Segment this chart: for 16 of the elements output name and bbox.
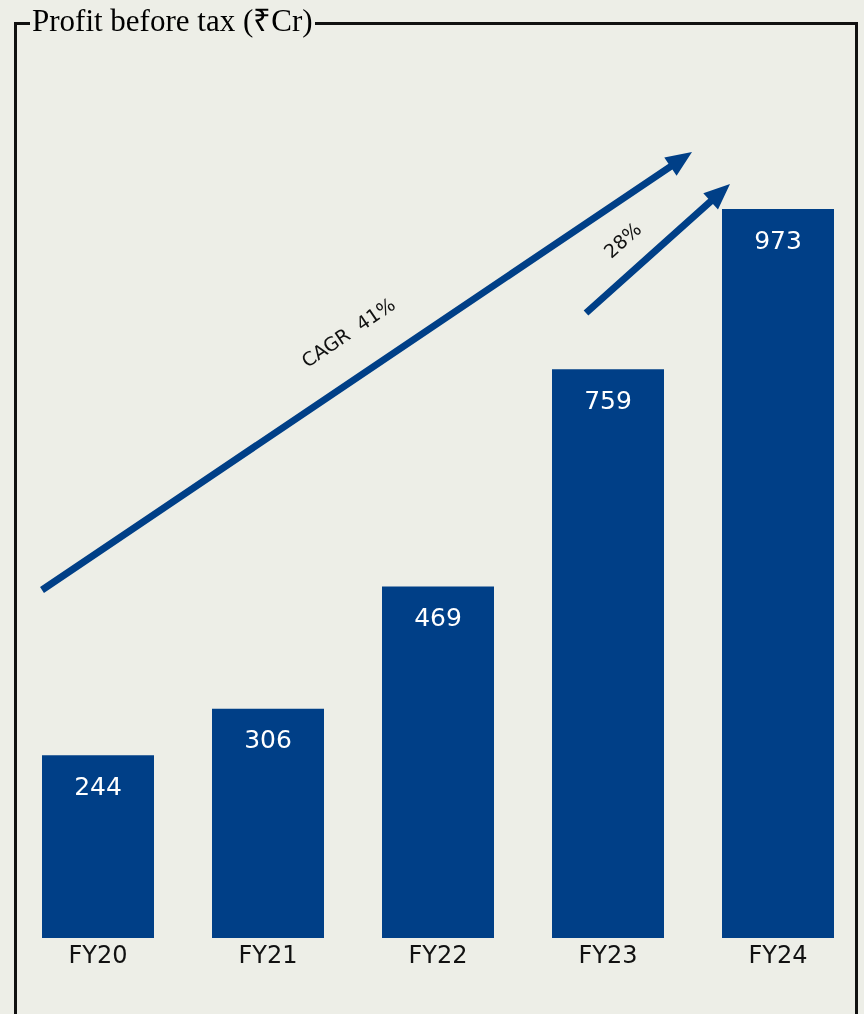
x-tick-label: FY20	[68, 941, 128, 970]
x-tick-label: FY21	[238, 941, 298, 970]
data-label: 973	[754, 225, 802, 255]
data-label: 759	[584, 386, 632, 416]
x-tick-label: FY24	[748, 941, 808, 970]
bar	[722, 209, 834, 938]
data-label: 469	[414, 603, 462, 633]
bar	[382, 586, 494, 938]
data-label: 244	[74, 771, 122, 801]
bar	[552, 369, 664, 938]
x-tick-label: FY22	[408, 941, 468, 970]
data-label: 306	[244, 725, 292, 755]
bar	[212, 708, 324, 938]
chart-title: Profit before tax (₹Cr)	[30, 2, 315, 40]
bar	[42, 755, 154, 938]
x-tick-label: FY23	[578, 941, 638, 970]
